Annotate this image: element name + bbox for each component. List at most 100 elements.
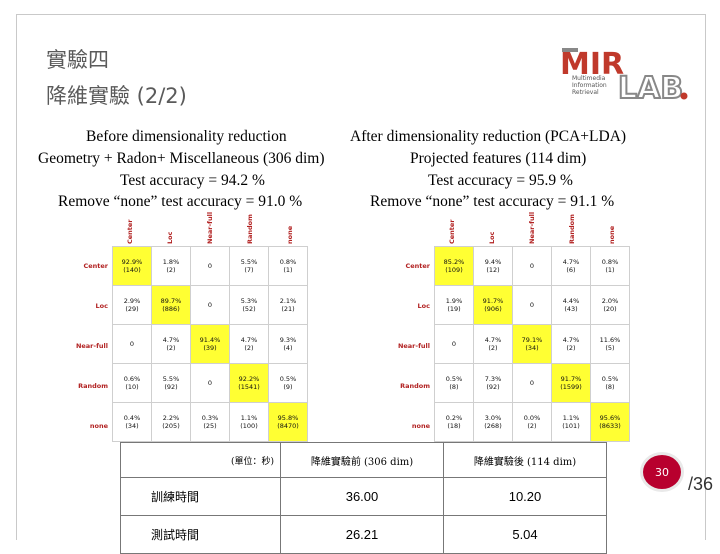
matrix-cell: 4.7% (6)	[551, 246, 591, 286]
matrix-cell: 85.2% (109)	[434, 246, 474, 286]
train-time-before: 36.00	[280, 477, 444, 516]
matrix-row: 85.2% (109) 9.4% (12) 0 4.7% (6) 0.8% (1)	[434, 246, 630, 286]
svg-text:MIR: MIR	[560, 47, 624, 82]
matrix-cell: 91.4% (39)	[190, 324, 230, 364]
matrix-cell: 5.5% (7)	[229, 246, 269, 286]
train-time-after: 10.20	[443, 477, 607, 516]
matrix-cell: 95.8% (8470)	[268, 402, 308, 442]
page-number-badge: 30	[640, 452, 684, 492]
matrix-row-label: none	[411, 422, 430, 430]
matrix-cell: 89.7% (886)	[151, 285, 191, 325]
matrix-row: 92.9% (140) 1.8% (2) 0 5.5% (7) 0.8% (1)	[112, 246, 308, 286]
matrix-col-label: Loc	[166, 231, 174, 244]
test-time-before: 26.21	[280, 515, 444, 554]
matrix-row: 0.6% (10) 5.5% (92) 0 92.2% (1541) 0.5% (9)	[112, 363, 308, 403]
matrix-cell: 2.2% (205)	[151, 402, 191, 442]
matrix-cell: 0	[512, 285, 552, 325]
matrix-cell: 91.7% (1599)	[551, 363, 591, 403]
confusion-matrix-after: 85.2% (109) 9.4% (12) 0 4.7% (6) 0.8% (1) 1.9…	[434, 246, 630, 442]
before-accuracy: Test accuracy = 94.2 %	[120, 172, 265, 189]
matrix-cell: 2.0% (20)	[590, 285, 630, 325]
matrix-col-label: none	[286, 225, 294, 244]
matrix-row-label: Near-full	[397, 342, 430, 350]
matrix-row: 1.9% (19) 91.7% (906) 0 4.4% (43) 2.0% (20)	[434, 285, 630, 325]
matrix-cell: 11.6% (5)	[590, 324, 630, 364]
after-accuracy: Test accuracy = 95.9 %	[428, 172, 573, 189]
matrix-cell: 4.7% (2)	[551, 324, 591, 364]
matrix-cell: 2.1% (21)	[268, 285, 308, 325]
matrix-col-label: none	[608, 225, 616, 244]
matrix-row: 0.2% (18) 3.0% (268) 0.0% (2) 1.1% (101) 95.…	[434, 402, 630, 442]
matrix-row-label: Random	[78, 382, 108, 390]
matrix-cell: 0.2% (18)	[434, 402, 474, 442]
matrix-row: 0 4.7% (2) 79.1% (34) 4.7% (2) 11.6% (5)	[434, 324, 630, 364]
col-before-header: 降維實驗前 (306 dim)	[280, 442, 444, 478]
slide-frame	[16, 14, 706, 540]
matrix-cell: 4.7% (2)	[151, 324, 191, 364]
matrix-cell: 0.0% (2)	[512, 402, 552, 442]
matrix-row-label: none	[89, 422, 108, 430]
matrix-cell: 0.8% (1)	[590, 246, 630, 286]
matrix-cell: 0.4% (34)	[112, 402, 152, 442]
matrix-col-label: Center	[448, 219, 456, 244]
matrix-col-label: Random	[246, 214, 254, 244]
after-none-accuracy: Remove “none” test accuracy = 91.1 %	[370, 193, 615, 210]
matrix-cell: 9.3% (4)	[268, 324, 308, 364]
matrix-row-label: Loc	[417, 302, 430, 310]
matrix-col-label: Near-full	[206, 211, 214, 244]
slide-subtitle: 降維實驗 (2/2)	[46, 84, 187, 108]
matrix-row: 0 4.7% (2) 91.4% (39) 4.7% (2) 9.3% (4)	[112, 324, 308, 364]
matrix-cell: 0.6% (10)	[112, 363, 152, 403]
svg-text:LAB: LAB	[618, 71, 683, 106]
page-total: /36	[688, 474, 714, 494]
before-features: Geometry + Radon+ Miscellaneous (306 dim…	[38, 150, 325, 167]
matrix-cell: 0	[112, 324, 152, 364]
matrix-row-label: Loc	[95, 302, 108, 310]
matrix-cell: 0	[512, 363, 552, 403]
matrix-cell: 1.8% (2)	[151, 246, 191, 286]
matrix-row: 0.5% (8) 7.3% (92) 0 91.7% (1599) 0.5% (8)	[434, 363, 630, 403]
matrix-cell: 4.4% (43)	[551, 285, 591, 325]
matrix-cell: 0	[190, 285, 230, 325]
matrix-cell: 1.1% (101)	[551, 402, 591, 442]
svg-text:Information: Information	[572, 82, 607, 89]
after-features: Projected features (114 dim)	[410, 150, 587, 167]
matrix-row-label: Random	[400, 382, 430, 390]
matrix-col-label: Center	[126, 219, 134, 244]
matrix-cell: 5.3% (52)	[229, 285, 269, 325]
matrix-cell: 5.5% (92)	[151, 363, 191, 403]
matrix-cell: 7.3% (92)	[473, 363, 513, 403]
matrix-cell: 79.1% (34)	[512, 324, 552, 364]
matrix-cell: 92.9% (140)	[112, 246, 152, 286]
matrix-cell: 0.5% (8)	[434, 363, 474, 403]
matrix-cell: 1.1% (100)	[229, 402, 269, 442]
matrix-col-label: Random	[568, 214, 576, 244]
svg-text:Multimedia: Multimedia	[572, 75, 606, 82]
matrix-row-label: Near-full	[75, 342, 108, 350]
matrix-cell: 0.8% (1)	[268, 246, 308, 286]
page-number: 30	[655, 465, 669, 479]
matrix-cell: 91.7% (906)	[473, 285, 513, 325]
matrix-col-label: Near-full	[528, 211, 536, 244]
mirlab-logo: MIR LAB Multimedia Information Retrieval	[560, 47, 688, 106]
matrix-row-label: Center	[405, 262, 430, 270]
matrix-cell: 4.7% (2)	[473, 324, 513, 364]
matrix-cell: 0.3% (25)	[190, 402, 230, 442]
before-none-accuracy: Remove “none” test accuracy = 91.0 %	[58, 193, 303, 210]
svg-text:Retrieval: Retrieval	[572, 89, 599, 96]
confusion-matrix-before: 92.9% (140) 1.8% (2) 0 5.5% (7) 0.8% (1) 2.9%…	[112, 246, 308, 442]
matrix-cell: 92.2% (1541)	[229, 363, 269, 403]
matrix-cell: 3.0% (268)	[473, 402, 513, 442]
matrix-cell: 0	[190, 363, 230, 403]
col-after-header: 降維實驗後 (114 dim)	[443, 442, 607, 478]
test-time-label: 測試時間	[120, 515, 281, 554]
matrix-cell: 0	[512, 246, 552, 286]
matrix-cell: 0	[190, 246, 230, 286]
slide-title: 實驗四	[46, 48, 109, 72]
matrix-cell: 4.7% (2)	[229, 324, 269, 364]
test-time-after: 5.04	[443, 515, 607, 554]
matrix-row: 2.9% (29) 89.7% (886) 0 5.3% (52) 2.1% (21)	[112, 285, 308, 325]
matrix-cell: 0.5% (8)	[590, 363, 630, 403]
matrix-cell: 0	[434, 324, 474, 364]
train-time-label: 訓練時間	[120, 477, 281, 516]
